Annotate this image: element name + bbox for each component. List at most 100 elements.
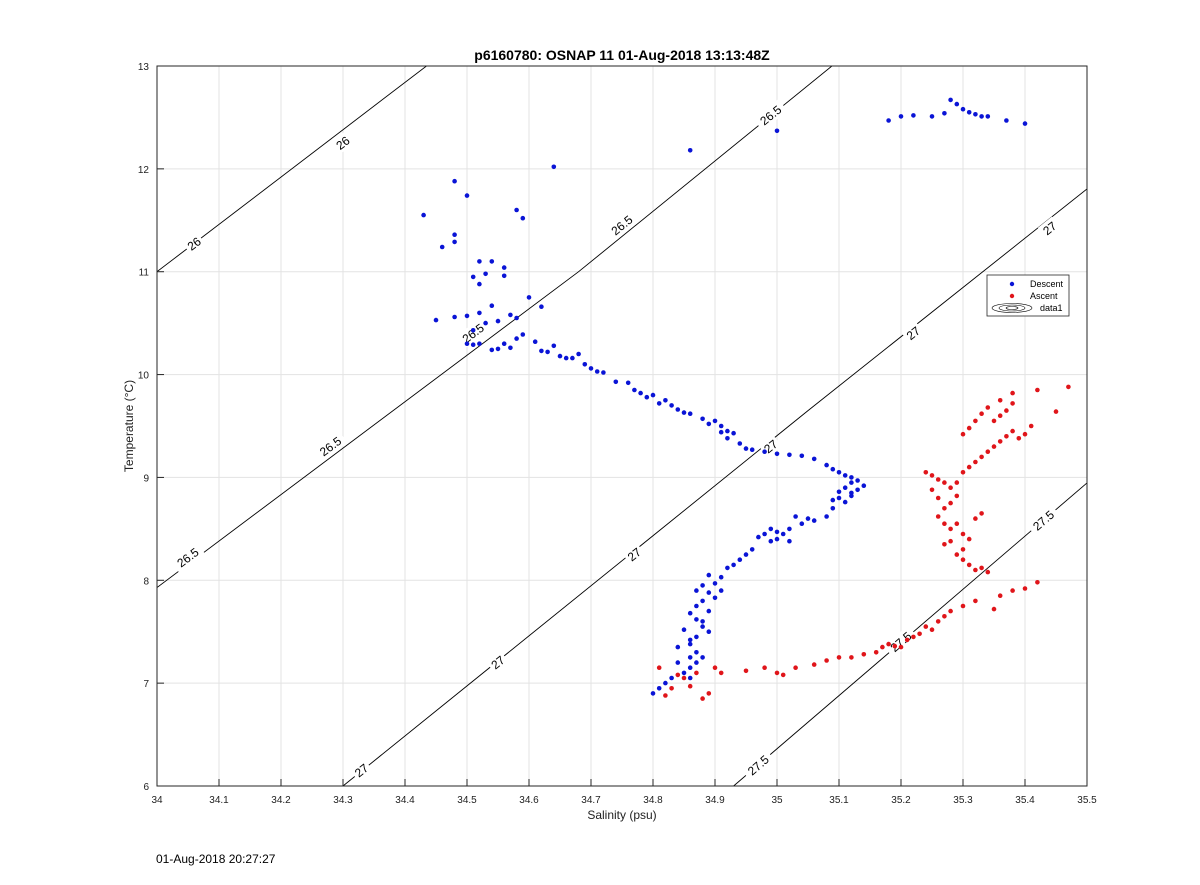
descent-point	[489, 347, 495, 353]
descent-point	[787, 526, 792, 532]
descent-point	[694, 660, 699, 665]
descent-point	[799, 521, 805, 526]
ascent-point	[1010, 428, 1015, 434]
grid	[156, 65, 1088, 787]
ascent-point	[1035, 580, 1040, 585]
descent-point	[985, 114, 991, 119]
legend-label-data1: data1	[1040, 303, 1063, 313]
descent-point	[551, 343, 557, 349]
descent-point	[539, 348, 544, 354]
descent-point	[514, 315, 519, 321]
descent-point	[681, 410, 687, 415]
descent-point	[1022, 121, 1028, 126]
descent-point	[811, 456, 817, 462]
ascent-point	[861, 652, 867, 657]
descent-point	[520, 215, 526, 221]
descent-point	[749, 447, 755, 453]
descent-point	[421, 212, 426, 218]
descent-point	[979, 114, 984, 119]
x-tick-label: 34.3	[333, 795, 353, 806]
contour-label-bg	[1026, 504, 1061, 537]
descent-point	[687, 675, 693, 681]
ascent-point	[811, 662, 817, 667]
descent-point	[762, 449, 767, 455]
descent-point	[849, 480, 854, 485]
ascent-point	[923, 624, 929, 629]
descent-point	[464, 193, 470, 198]
descent-point	[898, 114, 904, 119]
descent-point	[576, 351, 581, 357]
ascent-point	[960, 557, 966, 562]
descent-point	[669, 403, 674, 408]
descent-point	[774, 451, 780, 457]
descent-point	[687, 411, 693, 417]
descent-point	[514, 207, 519, 213]
ascent-point	[979, 565, 984, 571]
y-tick-label: 13	[138, 62, 150, 73]
descent-point	[656, 401, 662, 406]
series-descent	[421, 97, 1028, 696]
descent-point	[675, 660, 681, 665]
descent-point	[532, 339, 538, 345]
ascent-point	[911, 634, 916, 640]
descent-point	[805, 516, 811, 521]
contour-label-bg	[753, 99, 788, 131]
descent-point	[811, 518, 817, 523]
descent-point	[830, 497, 836, 503]
ascent-point	[997, 593, 1003, 598]
ascent-point	[1010, 390, 1015, 396]
descent-point	[452, 232, 457, 237]
x-tick-label: 34.9	[705, 795, 725, 806]
ascent-point	[960, 470, 966, 475]
descent-point	[514, 336, 519, 341]
descent-point	[694, 588, 699, 593]
ascent-point	[935, 477, 941, 482]
descent-point	[687, 665, 693, 670]
descent-point	[718, 429, 724, 435]
descent-point	[762, 531, 767, 537]
descent-point	[731, 562, 736, 568]
descent-point	[787, 452, 792, 458]
descent-point	[663, 680, 668, 686]
legend-contour-icon	[991, 303, 1033, 313]
descent-point	[774, 529, 780, 535]
descent-point	[768, 526, 774, 532]
descent-point	[973, 112, 978, 117]
descent-point	[669, 675, 674, 681]
descent-point	[842, 485, 848, 491]
descent-point	[495, 318, 501, 324]
ascent-point	[656, 665, 662, 670]
descent-point	[563, 355, 569, 361]
y-axis-ticks: 6 7 8 9 10 11 12 13	[138, 62, 164, 793]
ascent-point	[966, 425, 972, 431]
descent-point	[477, 341, 482, 347]
ascent-point	[948, 500, 953, 506]
ascent-point	[991, 418, 997, 424]
descent-point	[464, 313, 470, 319]
descent-point	[725, 565, 730, 571]
ascent-point	[687, 683, 693, 689]
descent-point	[483, 320, 488, 326]
contour-label-bg	[312, 430, 348, 462]
descent-point	[830, 506, 836, 511]
descent-point	[849, 475, 854, 480]
descent-point	[656, 686, 662, 691]
y-tick-label: 11	[139, 268, 150, 279]
descent-point	[706, 608, 712, 614]
ascent-point	[793, 665, 798, 670]
ascent-point	[935, 495, 941, 501]
descent-point	[743, 552, 749, 557]
descent-point	[966, 110, 972, 115]
x-axis-ticks: 34 34.1 34.2 34.3 34.4 34.5 34.6 34.7 34.8 34.9 35…	[151, 779, 1097, 806]
descent-point	[594, 369, 600, 374]
descent-point	[625, 380, 631, 386]
x-tick-label: 34.5	[457, 795, 477, 806]
descent-point	[501, 273, 507, 279]
descent-point	[836, 489, 842, 495]
descent-point	[718, 423, 724, 429]
ascent-point	[663, 693, 668, 698]
descent-point	[588, 366, 594, 371]
contour-line-26	[157, 66, 428, 273]
x-tick-label: 35.5	[1077, 795, 1097, 806]
ascent-point	[904, 637, 910, 643]
